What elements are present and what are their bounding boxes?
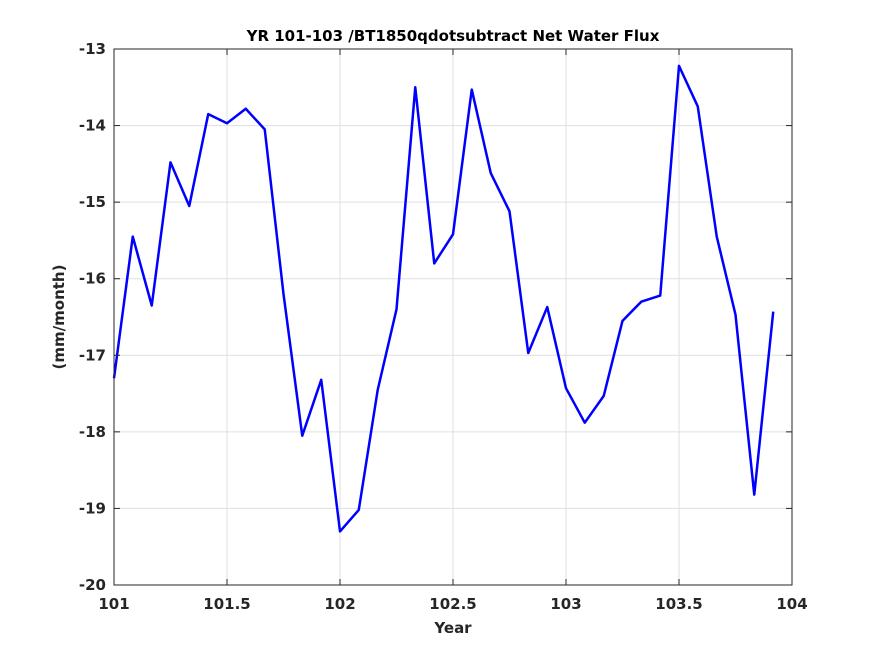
series-line [112, 64, 775, 533]
x-tick-label: 102.5 [429, 595, 476, 613]
y-axis-label: (mm/month) [50, 265, 68, 370]
y-tick-label: -16 [79, 270, 106, 288]
x-axis-label: Year [433, 619, 472, 637]
x-tick-label: 104 [776, 595, 807, 613]
series-layer [112, 64, 775, 533]
y-tick-label: -13 [79, 40, 106, 58]
y-tick-label: -17 [79, 346, 106, 364]
x-tick-label: 103 [550, 595, 581, 613]
x-tick-label: 102 [324, 595, 355, 613]
y-tick-label: -18 [79, 423, 106, 441]
x-tick-label: 103.5 [655, 595, 702, 613]
y-tick-label: -20 [79, 576, 106, 594]
y-tick-label: -15 [79, 193, 106, 211]
x-tick-label: 101.5 [203, 595, 250, 613]
ticks: 101 101.5 102 102.5 103 103.5 104 -20 -19 -18 -17 -… [79, 40, 808, 613]
chart-title: YR 101-103 /BT1850qdotsubtract Net Water… [246, 27, 660, 45]
y-tick-label: -19 [79, 499, 106, 517]
y-tick-label: -14 [79, 117, 106, 135]
x-tick-label: 101 [98, 595, 129, 613]
